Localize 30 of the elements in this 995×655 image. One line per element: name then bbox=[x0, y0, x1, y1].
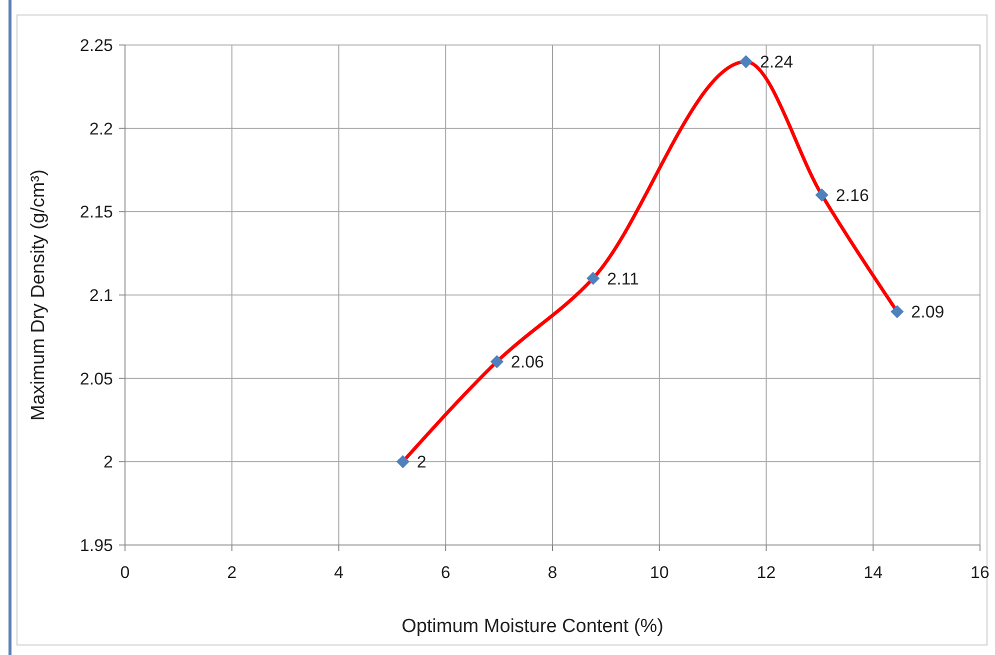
data-label: 2 bbox=[416, 452, 426, 472]
y-tick-label: 2.2 bbox=[89, 119, 113, 138]
data-label: 2.06 bbox=[510, 352, 544, 372]
y-tick-label: 1.95 bbox=[80, 536, 113, 555]
y-tick-label: 2 bbox=[104, 452, 113, 472]
data-label: 2.09 bbox=[911, 302, 944, 322]
data-label: 2.24 bbox=[760, 52, 794, 72]
y-tick-label: 2.1 bbox=[89, 286, 113, 305]
x-axis-title: Optimum Moisture Content (%) bbox=[402, 616, 664, 637]
y-axis-title: Maximum Dry Density (g/cm³) bbox=[28, 169, 49, 421]
x-tick-label: 6 bbox=[440, 563, 450, 582]
x-tick-label: 8 bbox=[548, 563, 558, 582]
point bbox=[490, 355, 504, 368]
x-tick-label: 2 bbox=[227, 563, 237, 582]
x-tick-label: 4 bbox=[334, 563, 344, 582]
y-tick-label: 2.25 bbox=[80, 36, 113, 55]
data-label: 2.11 bbox=[607, 269, 639, 288]
point bbox=[396, 455, 410, 468]
x-tick-label: 10 bbox=[650, 563, 669, 582]
x-tick-label: 0 bbox=[120, 563, 130, 582]
x-tick-label: 14 bbox=[864, 563, 883, 582]
y-tick-label: 2.15 bbox=[80, 202, 113, 222]
x-tick-label: 16 bbox=[970, 563, 990, 582]
point bbox=[739, 55, 753, 68]
point bbox=[815, 188, 828, 202]
data-label: 2.16 bbox=[836, 186, 869, 205]
point bbox=[586, 272, 600, 285]
x-tick-label: 12 bbox=[756, 563, 776, 582]
y-tick-label: 2.05 bbox=[80, 369, 113, 388]
point bbox=[890, 305, 904, 318]
